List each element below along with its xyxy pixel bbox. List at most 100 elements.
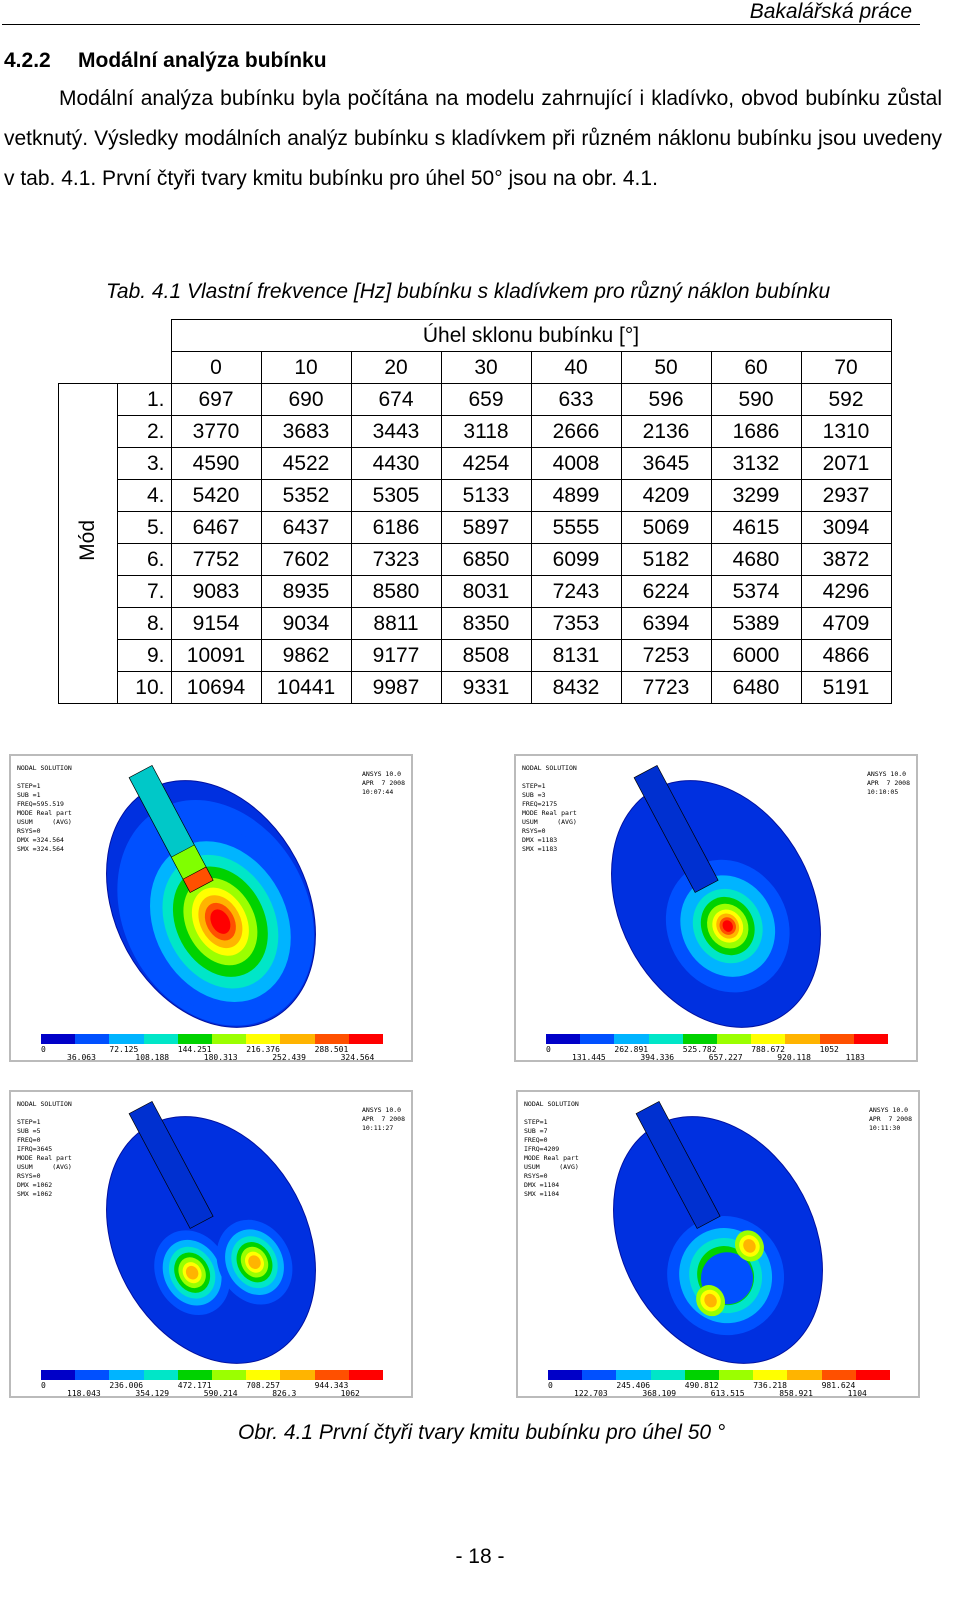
scale-label: 525.782 [682, 1045, 717, 1054]
frequency-cell: 9331 [440, 671, 532, 704]
frequency-cell: 6224 [620, 575, 712, 608]
angle-header-cell: 30 [440, 351, 532, 384]
scale-label: 590.214 [203, 1389, 238, 1398]
frequency-cell: 3645 [620, 447, 712, 480]
scale-label: 394.336 [640, 1053, 675, 1062]
table-row: 3. 4590 4522 4430 4254 4008 3645 3132 2071 [59, 447, 892, 480]
scale-label: 1104 [847, 1389, 867, 1398]
frequency-cell: 8580 [350, 575, 442, 608]
frequency-cell: 5352 [260, 479, 352, 512]
frequency-cell: 6099 [530, 543, 622, 576]
section-title: Modální analýza bubínku [78, 49, 327, 72]
frequency-cell: 8131 [530, 639, 622, 672]
color-scale-band [751, 1034, 786, 1044]
frequency-cell: 5305 [350, 479, 442, 512]
table-row: 9. 10091 9862 9177 8508 8131 7253 6000 4866 [59, 639, 892, 672]
mode-number-cell: 9. [117, 639, 172, 672]
frequency-cell: 592 [800, 383, 892, 416]
frequency-cell: 7323 [350, 543, 442, 576]
scale-label: 288.501 [314, 1045, 349, 1054]
scale-label: 354.129 [135, 1389, 170, 1398]
frequency-cell: 3683 [260, 415, 352, 448]
frequency-cell: 3872 [800, 543, 892, 576]
frequency-cell: 8811 [350, 607, 442, 640]
solution-info-text: NODAL SOLUTION STEP=1 SUB =5 FREQ=0 IFRQ… [17, 1100, 72, 1198]
scale-label: 657.227 [708, 1053, 743, 1062]
scale-label: 131.445 [572, 1053, 606, 1062]
color-scale-band [853, 1034, 889, 1044]
frequency-cell: 4430 [350, 447, 442, 480]
frequency-cell: 5182 [620, 543, 712, 576]
frequency-cell: 10091 [170, 639, 262, 672]
angle-header-cell: 0 [170, 351, 262, 384]
scale-label: 216.376 [246, 1045, 280, 1054]
scale-label: 122.703 [574, 1389, 608, 1398]
scale-label: 826.3 [272, 1389, 297, 1398]
solution-info-text: NODAL SOLUTION STEP=1 SUB =1 FREQ=595.51… [17, 764, 72, 853]
mode-number-cell: 8. [117, 607, 172, 640]
table-row: 10. 10694 10441 9987 9331 8432 7723 6480 5191 [59, 671, 892, 704]
frequency-cell: 697 [170, 383, 262, 416]
color-scale-band [246, 1034, 281, 1044]
mode-shape-plot: NODAL SOLUTION STEP=1 SUB =3 FREQ=2175 M… [514, 754, 918, 1062]
color-scale-band [819, 1034, 854, 1044]
angle-header-cell: 50 [620, 351, 712, 384]
frequency-cell: 8350 [440, 607, 532, 640]
ansys-version-text: ANSYS 10.0 APR 7 2008 10:07:44 [361, 770, 405, 796]
solution-info-text: NODAL SOLUTION STEP=1 SUB =3 FREQ=2175 M… [522, 764, 577, 853]
scale-label: 944.343 [314, 1381, 349, 1390]
frequency-cell: 4615 [710, 511, 802, 544]
frequency-cell: 3443 [350, 415, 442, 448]
angle-group-header: Úhel sklonu bubínku [°] [170, 319, 892, 352]
frequency-cell: 6000 [710, 639, 802, 672]
page-header: Bakalářská práce [2, 0, 920, 25]
table-caption: Tab. 4.1 Vlastní frekvence [Hz] bubínku … [106, 280, 831, 303]
angle-header-cell: 20 [350, 351, 442, 384]
scale-label: 72.125 [109, 1045, 139, 1054]
scale-label: 708.257 [246, 1381, 280, 1390]
color-scale-band [75, 1370, 110, 1380]
frequency-cell: 8935 [260, 575, 352, 608]
frequency-cell: 3299 [710, 479, 802, 512]
frequency-cell: 9177 [350, 639, 442, 672]
color-scale-band [246, 1370, 281, 1380]
color-scale-band [177, 1034, 213, 1044]
color-scale-band [614, 1034, 649, 1044]
frequency-cell: 1310 [800, 415, 892, 448]
frequency-cell: 3770 [170, 415, 262, 448]
mode-number-cell: 10. [117, 671, 172, 704]
mode-shape-render [611, 764, 821, 1028]
frequency-cell: 5389 [710, 607, 802, 640]
color-scale-band [546, 1034, 581, 1044]
frequency-cell: 590 [710, 383, 802, 416]
color-scale-band [548, 1370, 583, 1380]
color-scale-band [314, 1370, 349, 1380]
table-row: 6. 7752 7602 7323 6850 6099 5182 4680 3872 [59, 543, 892, 576]
table-row: 8. 9154 9034 8811 8350 7353 6394 5389 4709 [59, 607, 892, 640]
frequency-cell: 2937 [800, 479, 892, 512]
frequency-cell: 6394 [620, 607, 712, 640]
mode-number-cell: 1. [117, 383, 172, 416]
frequency-cell: 7723 [620, 671, 712, 704]
mode-shape-render [106, 1100, 316, 1364]
scale-label: 0 [546, 1045, 551, 1054]
scale-label: 108.188 [135, 1053, 170, 1062]
color-scale-band [684, 1370, 720, 1380]
frequency-cell: 5374 [710, 575, 802, 608]
frequency-cell: 3094 [800, 511, 892, 544]
frequency-cell: 4866 [800, 639, 892, 672]
color-scale-band [582, 1370, 617, 1380]
table-row: 7. 9083 8935 8580 8031 7243 6224 5374 4296 [59, 575, 892, 608]
figure-caption: Obr. 4.1 První čtyři tvary kmitu bubínku… [238, 1421, 726, 1444]
scale-label: 252.439 [272, 1053, 306, 1062]
frequency-cell: 690 [260, 383, 352, 416]
frequency-cell: 3118 [440, 415, 532, 448]
color-scale-band [212, 1034, 247, 1044]
frequency-cell: 7253 [620, 639, 712, 672]
scale-label: 858.921 [779, 1389, 813, 1398]
color-scale-bar [41, 1034, 384, 1044]
color-scale-band [314, 1034, 349, 1044]
mode-shape-render [106, 764, 316, 1028]
color-scale-band [109, 1370, 144, 1380]
angle-header-cell: 70 [800, 351, 892, 384]
